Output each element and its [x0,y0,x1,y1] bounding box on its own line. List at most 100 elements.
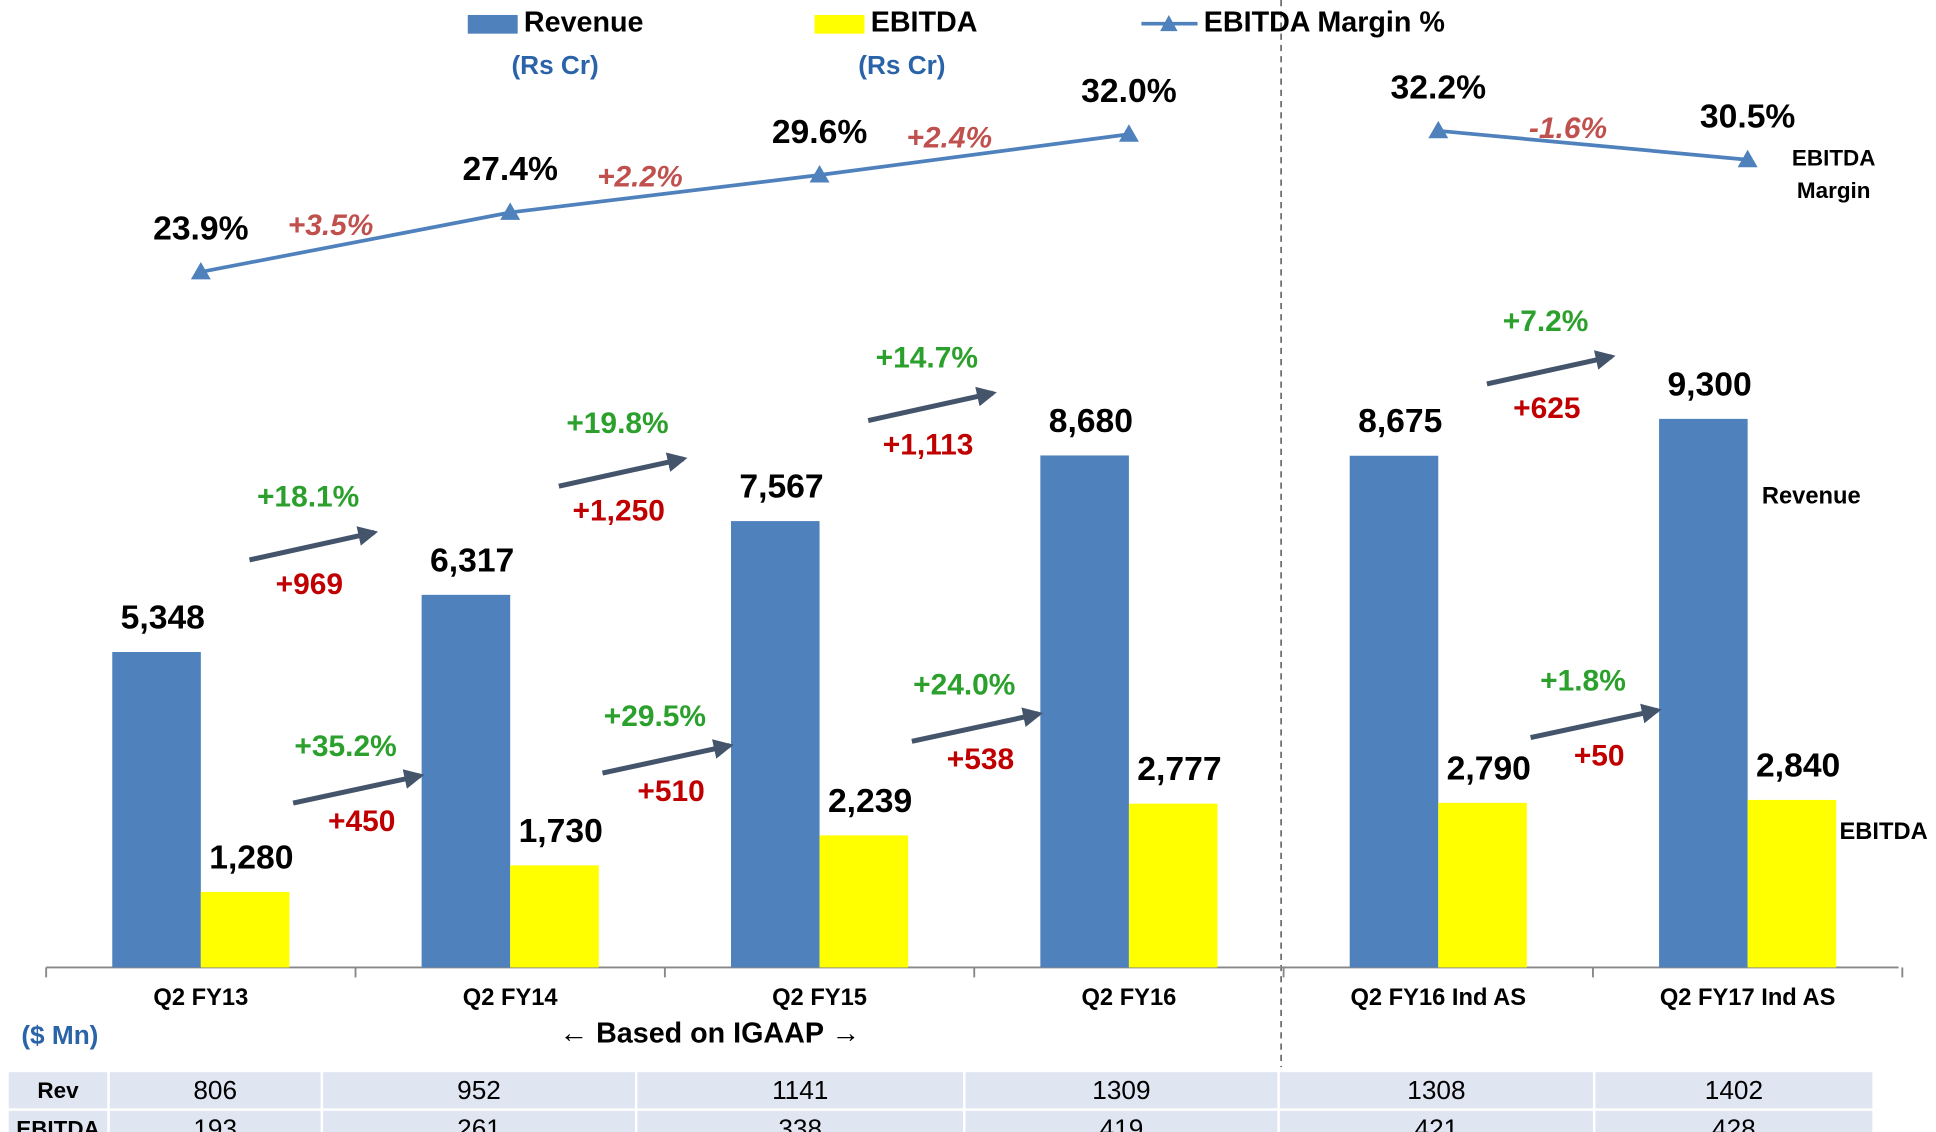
revenue-change-pct: +19.8% [566,407,668,440]
table-text: 1141 [772,1075,828,1105]
margin-change: -1.6% [1529,112,1607,145]
value-label: 6,317 [430,542,514,579]
revenue-change-pct: +14.7% [876,341,978,374]
bar [1040,455,1129,968]
x-tick-label: Q2 FY13 [153,985,248,1011]
table-text: 338 [778,1114,822,1132]
table-cell [965,1110,1278,1132]
margin-label: 32.0% [1081,73,1177,110]
table-text: 193 [193,1114,237,1132]
margin-label: 29.6% [772,114,868,151]
revenue-change-pct: +18.1% [257,481,359,514]
group-label: ← Based on IGAAP → [559,1017,860,1049]
line-marker [1737,149,1758,168]
table-text: 806 [193,1075,237,1105]
margin-label: 32.2% [1391,70,1487,107]
margin-label: 30.5% [1700,98,1796,135]
legend-unit: (Rs Cr) [511,50,598,80]
ebitda-change-abs: +450 [328,805,395,838]
value-label: 2,239 [828,783,912,820]
bar [510,865,599,968]
side-label: Revenue [1762,484,1861,510]
ebitda-change-pct: +29.5% [604,700,706,733]
table-text: 428 [1712,1114,1756,1132]
margin-line [200,132,1130,274]
legend-marker [1160,14,1178,32]
growth-arrow [558,452,688,489]
revenue-change-abs: +1,250 [573,494,665,527]
table-text: EBITDA [16,1117,100,1132]
table-cell [323,1110,635,1132]
side-label: Margin [1797,178,1871,203]
table-unit: ($ Mn) [21,1020,98,1050]
revenue-change-abs: +625 [1513,392,1580,425]
table-text: 1308 [1407,1075,1465,1105]
bar [1659,418,1748,968]
table-cell [965,1072,1278,1109]
table-cell [1279,1110,1593,1132]
table-cell [1595,1110,1873,1132]
table-cell [8,1110,108,1132]
ebitda-change-pct: +1.8% [1540,665,1626,698]
table-cell [1595,1072,1873,1109]
revenue-change-abs: +1,113 [883,429,974,462]
table-text: 421 [1415,1114,1459,1132]
table-cell [323,1072,635,1109]
bar [730,521,820,968]
growth-arrow [601,739,734,776]
bar [200,891,290,968]
line-marker [809,165,830,183]
growth-arrow [1530,703,1662,741]
bar [819,835,909,968]
growth-arrow [1486,350,1616,387]
side-label: EBITDA [1840,819,1928,845]
legend-label: EBITDA Margin % [1204,6,1445,38]
revenue-change-pct: +7.2% [1503,305,1589,338]
margin-label: 23.9% [153,211,249,248]
legend-label: EBITDA [871,6,978,38]
value-label: 7,567 [739,469,823,506]
x-tick-label: Q2 FY17 Ind AS [1660,985,1836,1011]
legend-swatch [467,14,518,34]
value-label: 1,280 [209,839,293,876]
value-label: 9,300 [1667,366,1751,403]
value-label: 8,680 [1049,403,1133,440]
table-cell [637,1072,964,1109]
bar [1128,803,1218,968]
revenue-change-abs: +969 [276,568,343,601]
table-text: 1402 [1705,1075,1763,1105]
table-cell [109,1110,321,1132]
table-text: 952 [457,1075,501,1105]
table-cell [109,1072,321,1109]
line-marker [190,261,211,280]
value-label: 2,777 [1137,751,1221,788]
side-label: EBITDA [1792,146,1876,171]
line-marker [1118,124,1139,142]
margin-change: +2.4% [906,122,992,155]
legend-label: Revenue [524,6,644,38]
x-tick-label: Q2 FY15 [772,985,867,1011]
table-text: 1309 [1092,1075,1150,1105]
value-label: 5,348 [121,599,205,636]
table-text: 261 [457,1114,501,1132]
value-label: 1,730 [519,813,603,850]
ebitda-change-abs: +50 [1574,739,1625,772]
ebitda-change-abs: +538 [947,743,1014,776]
ebitda-change-pct: +35.2% [294,730,396,763]
value-label: 2,790 [1447,750,1531,787]
growth-arrow [248,526,379,563]
growth-arrow [867,386,997,423]
legend-swatch [814,14,865,34]
bar [421,594,511,968]
table-cell [637,1110,964,1132]
table-text: Rev [37,1078,79,1103]
line-marker [1428,120,1449,139]
value-label: 2,840 [1756,747,1840,784]
bar [1349,455,1439,968]
table-cell [8,1072,108,1109]
value-label: 8,675 [1358,403,1442,440]
x-tick-label: Q2 FY16 Ind AS [1350,985,1526,1011]
line-marker [500,202,521,220]
table-text: 419 [1100,1114,1144,1132]
